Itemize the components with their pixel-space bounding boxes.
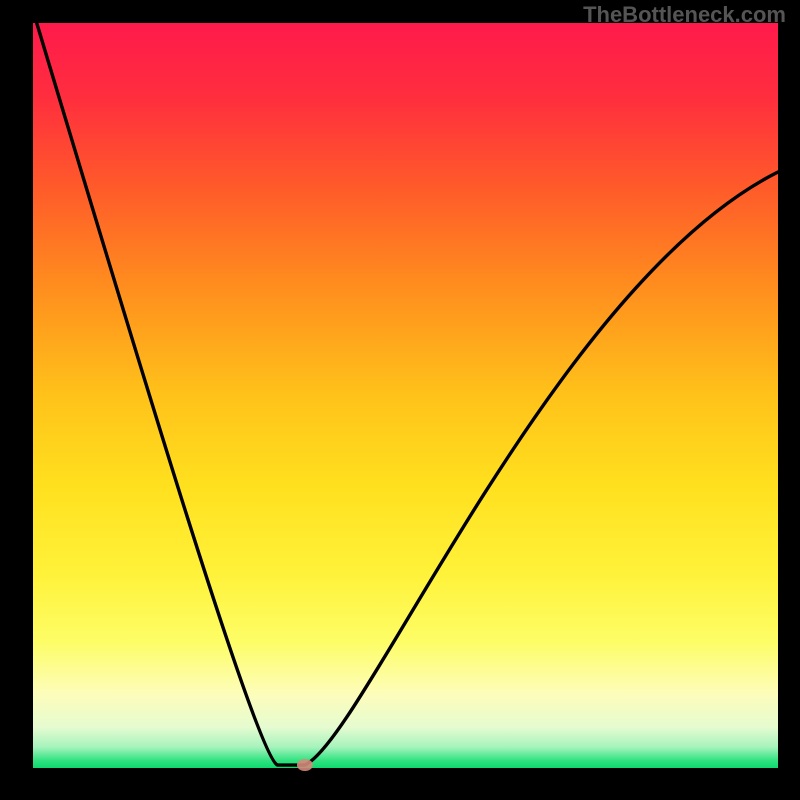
bottleneck-chart (0, 0, 800, 800)
watermark-text: TheBottleneck.com (583, 2, 786, 28)
plot-background (33, 23, 778, 768)
min-point-marker (297, 759, 313, 771)
chart-container: TheBottleneck.com (0, 0, 800, 800)
